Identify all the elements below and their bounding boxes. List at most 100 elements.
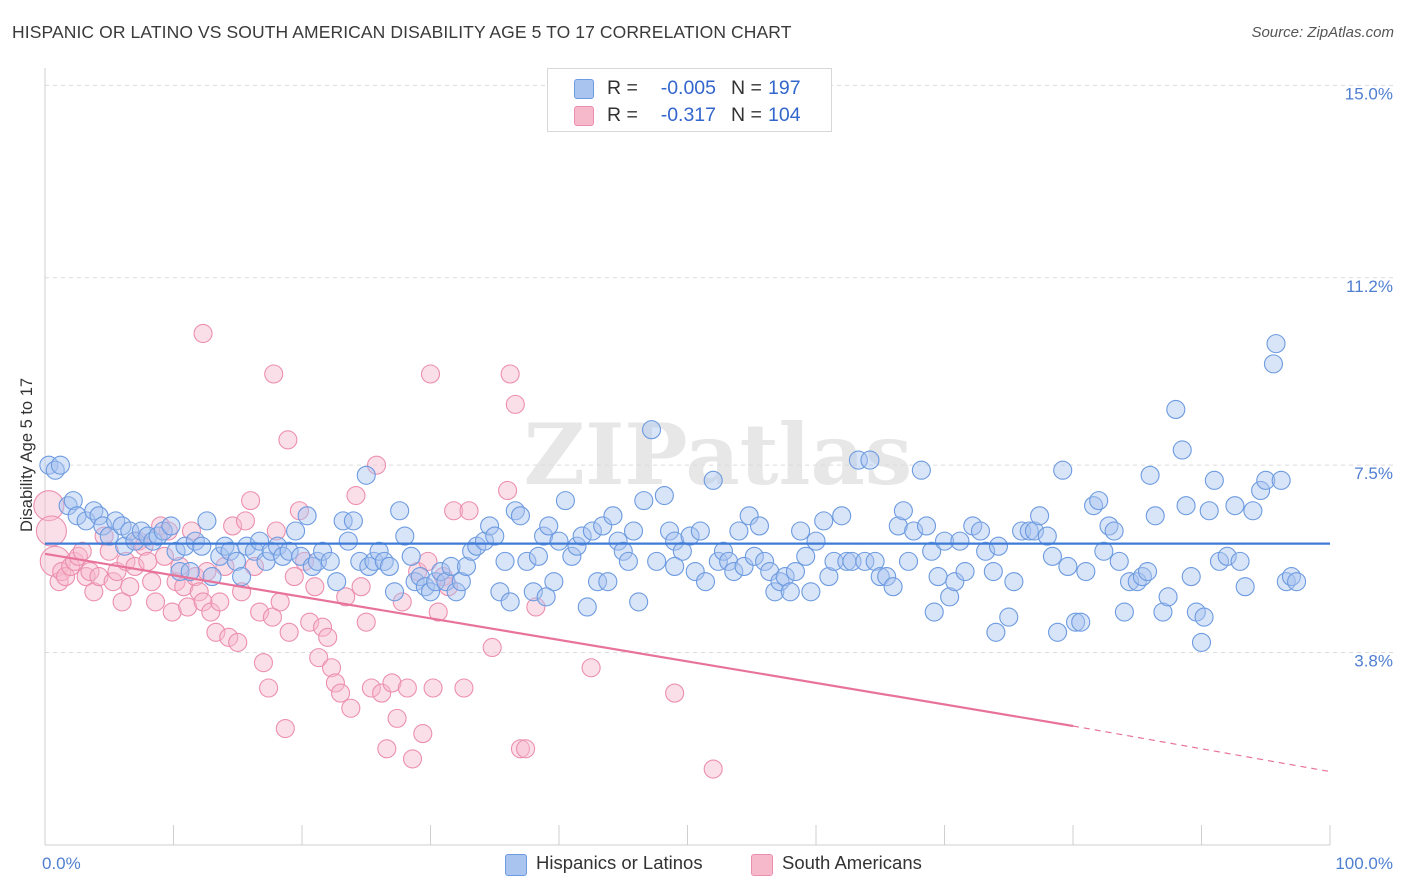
- data-point-south-americans: [372, 683, 392, 703]
- data-point-hispanics: [451, 572, 471, 592]
- data-point-hispanics: [302, 556, 322, 577]
- data-point-hispanics: [523, 582, 543, 602]
- data-point-hispanics: [613, 541, 633, 561]
- data-point-south-americans: [322, 658, 342, 678]
- data-point-hispanics: [690, 521, 710, 541]
- data-point-hispanics: [848, 450, 868, 470]
- data-point-south-americans: [223, 516, 243, 536]
- data-point-south-americans: [94, 526, 114, 546]
- data-point-hispanics: [870, 567, 890, 587]
- data-point-south-americans: [309, 648, 329, 668]
- data-point-south-americans: [215, 556, 235, 577]
- data-point-hispanics: [832, 506, 852, 526]
- data-point-hispanics: [510, 506, 531, 526]
- data-point-hispanics: [877, 567, 897, 587]
- data-point-south-americans: [35, 515, 67, 547]
- data-point-south-americans: [482, 637, 502, 658]
- data-point-hispanics: [232, 567, 252, 587]
- data-point-hispanics: [384, 582, 405, 602]
- data-point-hispanics: [279, 541, 299, 561]
- data-point-hispanics: [1191, 632, 1212, 652]
- data-point-hispanics: [904, 521, 924, 541]
- data-point-hispanics: [950, 531, 970, 551]
- trend-line-south-americans-extension: [1072, 725, 1331, 773]
- data-point-hispanics: [988, 536, 1009, 556]
- data-point-hispanics: [567, 536, 587, 556]
- data-point-south-americans: [278, 430, 298, 450]
- data-point-hispanics: [934, 531, 955, 551]
- data-point-south-americans: [505, 394, 525, 414]
- x-tick-label: 0.0%: [42, 854, 81, 873]
- data-point-hispanics: [180, 561, 200, 582]
- data-point-hispanics: [1276, 572, 1296, 592]
- data-point-south-americans: [346, 485, 366, 506]
- data-point-hispanics: [555, 491, 575, 511]
- data-point-hispanics: [1251, 480, 1271, 501]
- data-point-hispanics: [986, 622, 1006, 642]
- data-point-hispanics: [405, 572, 425, 592]
- data-point-hispanics: [665, 556, 685, 577]
- data-point-south-americans: [250, 602, 270, 622]
- data-point-hispanics: [1099, 516, 1119, 536]
- data-point-hispanics: [1030, 506, 1050, 526]
- data-point-hispanics: [549, 531, 569, 551]
- data-point-south-americans: [228, 632, 248, 652]
- data-point-south-americans: [420, 364, 441, 384]
- data-point-hispanics: [138, 526, 158, 546]
- legend-n-label: N =: [731, 77, 762, 99]
- data-point-hispanics: [603, 506, 623, 526]
- data-point-hispanics: [577, 597, 597, 617]
- data-point-south-americans: [330, 683, 351, 703]
- data-point-hispanics: [801, 582, 821, 602]
- data-point-hispanics: [1287, 572, 1307, 592]
- legend-n-label: N =: [731, 104, 762, 126]
- data-point-hispanics: [1140, 465, 1160, 485]
- data-point-hispanics: [143, 531, 163, 551]
- data-point-south-americans: [341, 698, 361, 718]
- legend-row-hispanics: R = -0.005 N = 197: [548, 74, 831, 102]
- data-point-hispanics: [1137, 561, 1158, 582]
- data-point-south-americans: [382, 673, 402, 693]
- data-point-hispanics: [1004, 572, 1024, 592]
- data-point-south-americans: [120, 577, 140, 597]
- data-point-hispanics: [1235, 577, 1255, 597]
- data-point-hispanics: [1058, 556, 1078, 577]
- data-point-hispanics: [1256, 470, 1276, 490]
- data-point-south-americans: [206, 622, 226, 642]
- data-point-hispanics: [1127, 572, 1147, 592]
- data-point-hispanics: [911, 460, 931, 480]
- data-point-hispanics: [1104, 521, 1124, 541]
- data-point-south-americans: [392, 592, 412, 612]
- data-point-hispanics: [528, 546, 548, 566]
- data-point-south-americans: [189, 582, 209, 602]
- data-point-hispanics: [500, 592, 520, 612]
- data-point-hispanics: [1037, 526, 1057, 546]
- data-point-hispanics: [1094, 541, 1114, 561]
- data-point-south-americans: [284, 567, 304, 587]
- data-point-hispanics: [175, 536, 195, 556]
- data-point-south-americans: [366, 455, 387, 475]
- data-point-hispanics: [983, 561, 1003, 582]
- data-point-hispanics: [680, 526, 700, 546]
- data-point-hispanics: [185, 531, 205, 551]
- data-point-hispanics: [401, 546, 421, 566]
- data-point-south-americans: [305, 577, 325, 597]
- data-point-hispanics: [63, 491, 83, 511]
- chart-title: HISPANIC OR LATINO VS SOUTH AMERICAN DIS…: [12, 22, 792, 42]
- data-point-south-americans: [235, 511, 256, 531]
- data-point-hispanics: [724, 561, 744, 582]
- data-point-hispanics: [855, 551, 875, 571]
- data-point-south-americans: [665, 683, 685, 703]
- data-point-hispanics: [755, 551, 775, 571]
- data-point-hispanics: [775, 567, 795, 587]
- data-point-south-americans: [219, 627, 239, 647]
- data-point-south-americans: [142, 572, 162, 592]
- data-point-hispanics: [1181, 567, 1201, 587]
- series-south-americans: [33, 323, 723, 779]
- data-point-hispanics: [536, 587, 556, 607]
- data-point-south-americans: [526, 597, 546, 617]
- data-point-hispanics: [350, 551, 370, 571]
- data-point-hispanics: [1281, 567, 1301, 587]
- data-point-hispanics: [593, 516, 613, 536]
- data-point-hispanics: [970, 521, 991, 541]
